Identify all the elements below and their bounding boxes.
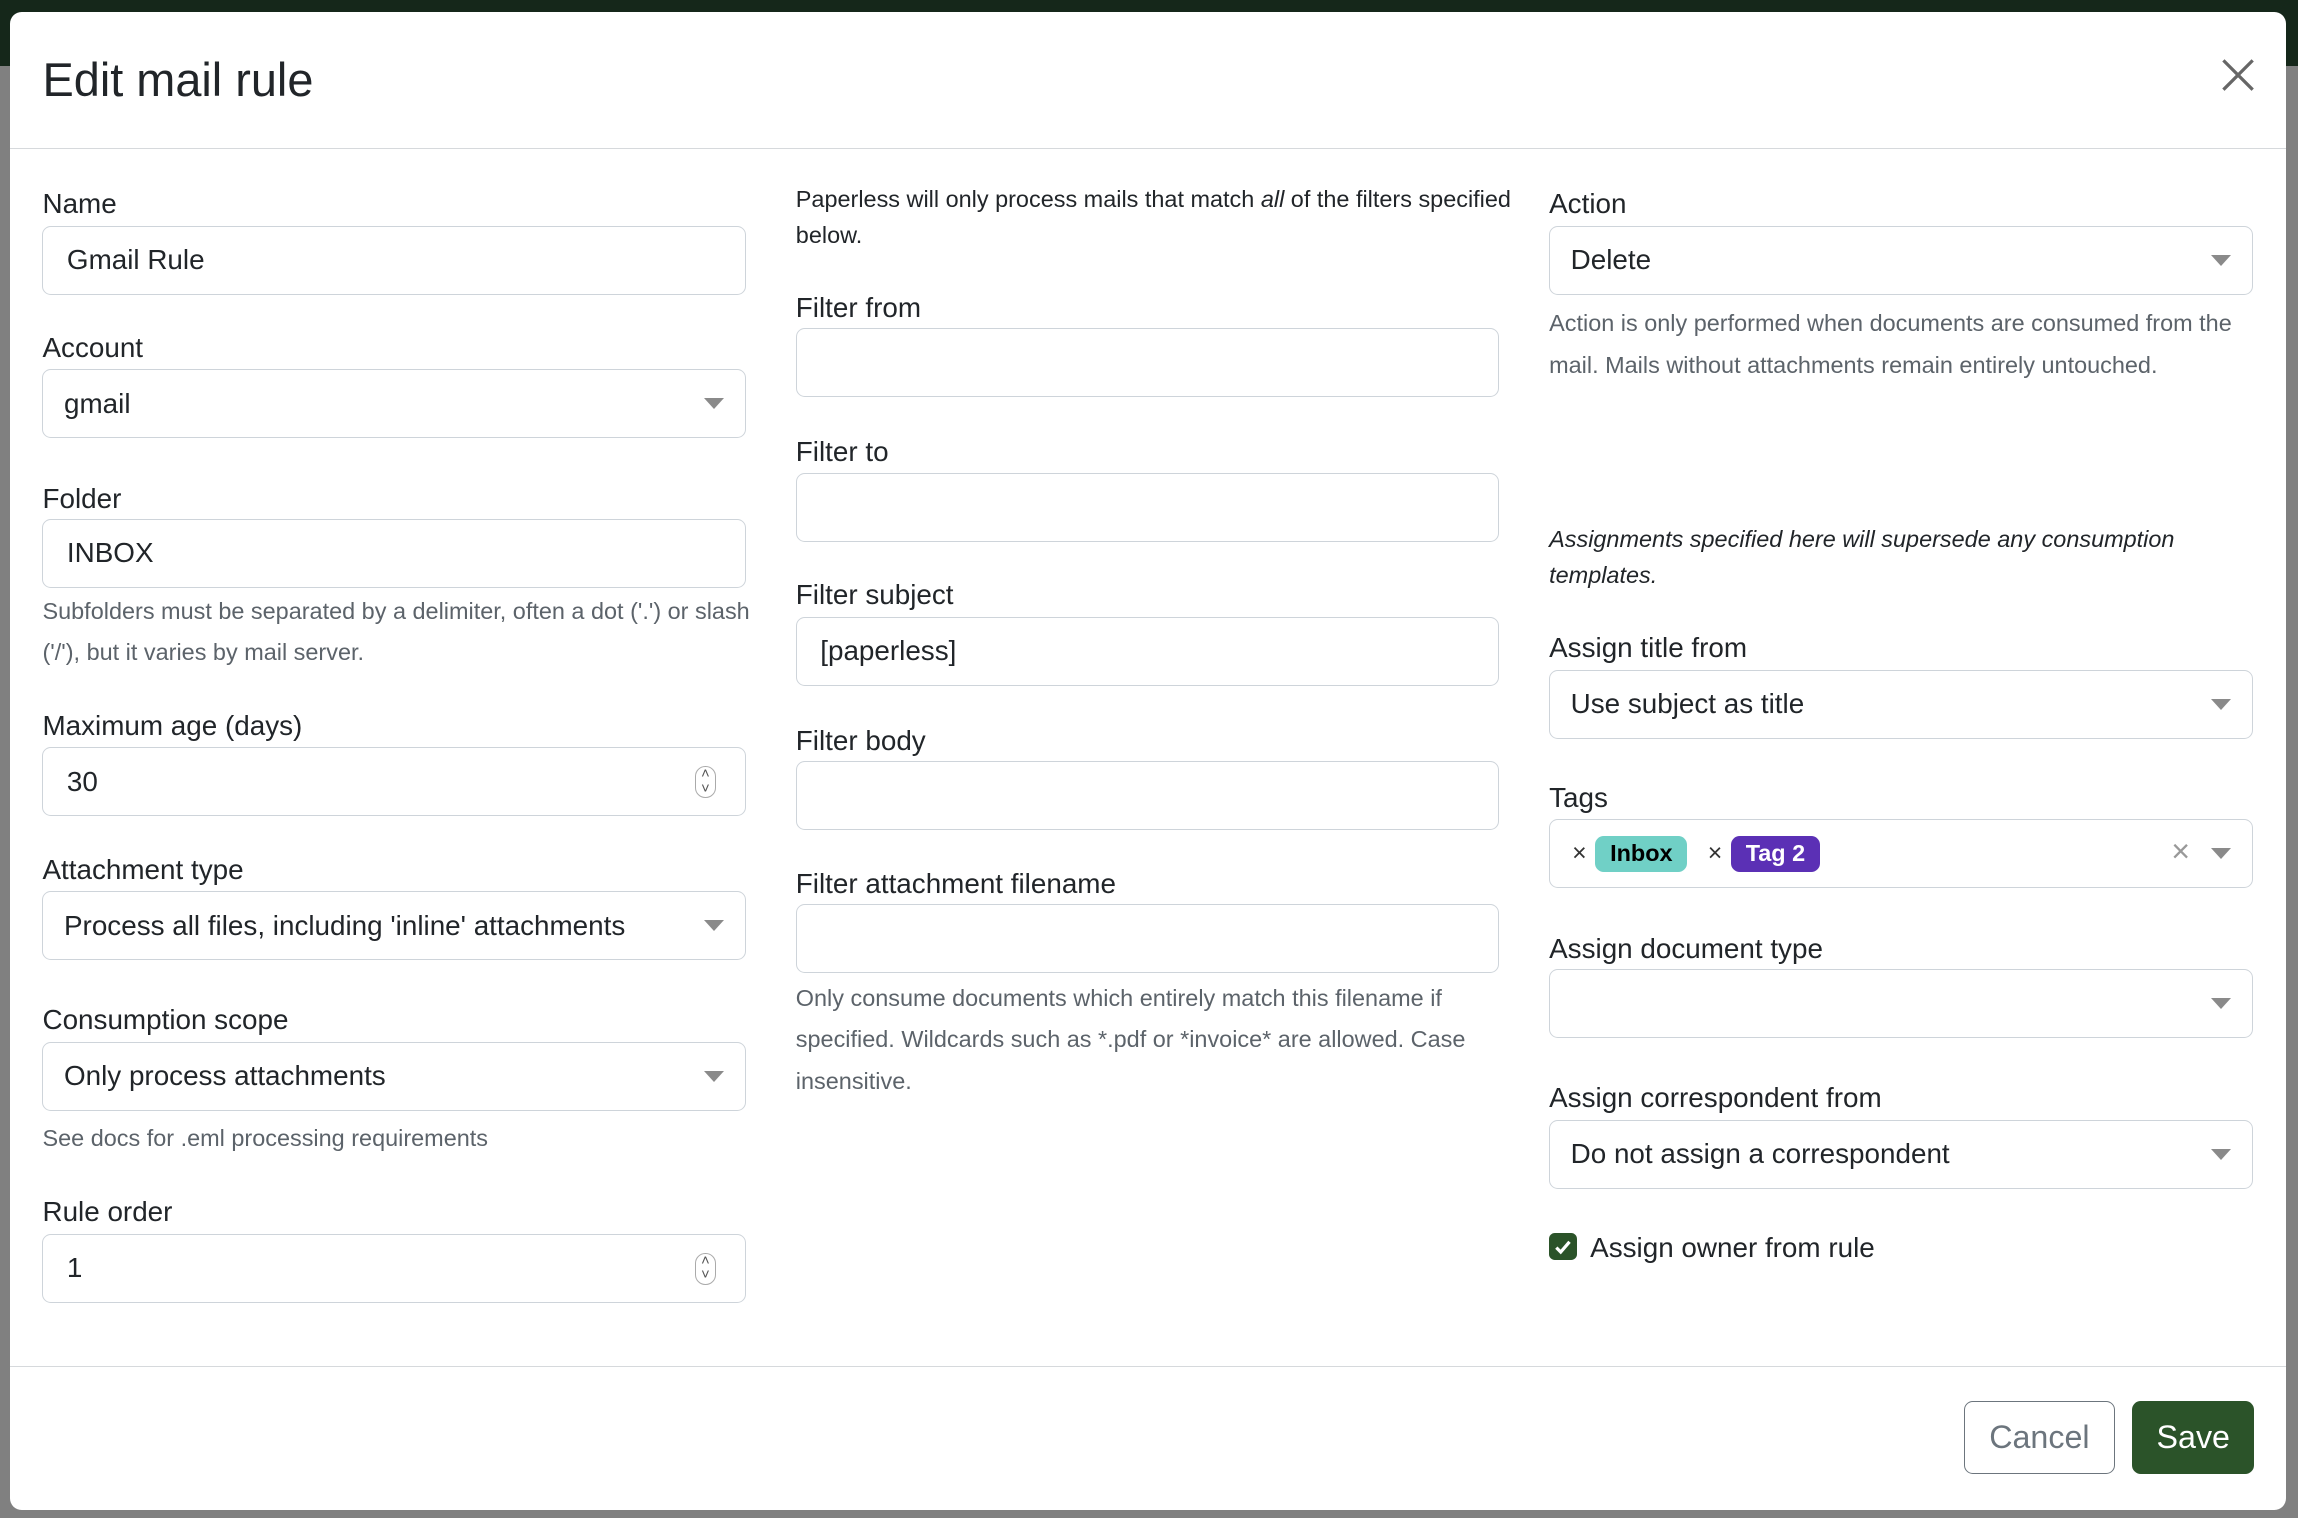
assignments-note: Assignments specified here will supersed…: [1549, 525, 2175, 588]
action-help: Action is only performed when documents …: [1549, 310, 2232, 379]
intro-text: of the filters specified below.: [795, 185, 1511, 248]
filter-from-input[interactable]: [795, 328, 1500, 398]
header-divider: [10, 148, 2287, 150]
consumption-scope-value: Only process attachments: [64, 1060, 386, 1092]
name-input[interactable]: Gmail Rule: [42, 225, 746, 295]
action-label: Action: [1549, 188, 1627, 220]
assign-owner-label: Assign owner from rule: [1590, 1231, 1875, 1263]
chevron-down-icon: [704, 1070, 725, 1082]
doc-type-select[interactable]: [1549, 968, 2253, 1038]
action-value: Delete: [1570, 244, 1652, 276]
folder-help: Subfolders must be separated by a delimi…: [42, 597, 750, 666]
filter-subject-value: [paperless]: [820, 635, 957, 667]
filters-intro: Paperless will only process mails that m…: [796, 182, 1514, 254]
chevron-down-icon: [2211, 997, 2232, 1009]
rule-order-value: 1: [66, 1252, 83, 1284]
tag-chip-tag-2: Tag 2: [1731, 835, 1820, 872]
attachment-type-select[interactable]: Process all files, including 'inline' at…: [42, 891, 746, 960]
assign-title-value: Use subject as title: [1570, 688, 1805, 720]
close-icon[interactable]: [2219, 56, 2257, 94]
chevron-down-icon: [704, 919, 725, 931]
save-button[interactable]: Save: [2132, 1401, 2255, 1475]
intro-emphasis: all: [1260, 185, 1285, 212]
tag-chip-inbox: Inbox: [1595, 835, 1688, 872]
name-label: Name: [42, 188, 117, 220]
cancel-button[interactable]: Cancel: [1963, 1401, 2115, 1475]
max-age-input[interactable]: 30 ˄ ˅: [42, 747, 746, 817]
folder-value: INBOX: [66, 537, 154, 569]
attachment-type-value: Process all files, including 'inline' at…: [64, 909, 626, 941]
attachment-type-label: Attachment type: [42, 853, 244, 885]
edit-mail-rule-dialog: Edit mail rule Name Gmail Rule Account g…: [10, 11, 2287, 1510]
account-select[interactable]: gmail: [42, 369, 746, 439]
clear-all-icon[interactable]: ×: [2171, 833, 2191, 870]
filter-body-label: Filter body: [795, 724, 926, 756]
filter-from-label: Filter from: [795, 292, 922, 324]
assign-title-select[interactable]: Use subject as title: [1549, 669, 2253, 739]
filter-subject-input[interactable]: [paperless]: [795, 617, 1500, 686]
max-age-value: 30: [66, 765, 98, 797]
max-age-label: Maximum age (days): [42, 709, 303, 741]
filter-attachment-label: Filter attachment filename: [795, 868, 1116, 900]
chevron-down-icon: [2211, 848, 2232, 859]
correspondent-label: Assign correspondent from: [1549, 1082, 1882, 1114]
stepper-icon[interactable]: ˄ ˅: [695, 1252, 716, 1285]
intro-text: Paperless will only process mails that m…: [795, 185, 1261, 212]
rule-order-label: Rule order: [42, 1196, 173, 1228]
chevron-down-icon: [2211, 254, 2232, 266]
tags-select[interactable]: × Inbox × Tag 2 ×: [1549, 819, 2253, 889]
consumption-scope-help: See docs for .eml processing requirement…: [42, 1125, 489, 1152]
chevron-down-icon: [2211, 1148, 2232, 1160]
folder-input[interactable]: INBOX: [42, 518, 746, 588]
consumption-scope-label: Consumption scope: [42, 1004, 289, 1036]
chevron-down-icon: [2211, 698, 2232, 710]
remove-tag-icon[interactable]: ×: [1572, 839, 1587, 868]
dialog-title: Edit mail rule: [42, 53, 314, 106]
chevron-down-icon: [704, 398, 725, 409]
account-value: gmail: [64, 387, 131, 419]
correspondent-value: Do not assign a correspondent: [1570, 1138, 1950, 1170]
filter-attachment-input[interactable]: [795, 904, 1500, 974]
tags-label: Tags: [1549, 781, 1608, 813]
consumption-scope-select[interactable]: Only process attachments: [42, 1042, 746, 1111]
rule-order-input[interactable]: 1 ˄ ˅: [42, 1234, 746, 1303]
account-label: Account: [42, 331, 144, 363]
stepper-icon[interactable]: ˄ ˅: [695, 766, 716, 799]
assign-owner-checkbox[interactable]: [1549, 1232, 1577, 1261]
correspondent-select[interactable]: Do not assign a correspondent: [1549, 1119, 2253, 1189]
filter-body-input[interactable]: [795, 760, 1500, 830]
filter-to-input[interactable]: [795, 473, 1500, 543]
assign-title-label: Assign title from: [1549, 632, 1748, 664]
filter-attachment-help: Only consume documents which entirely ma…: [795, 984, 1466, 1095]
remove-tag-icon[interactable]: ×: [1707, 839, 1723, 868]
filter-subject-label: Filter subject: [795, 579, 954, 611]
footer-divider: [10, 1365, 2287, 1368]
filter-to-label: Filter to: [795, 435, 889, 467]
folder-label: Folder: [42, 482, 122, 514]
action-select[interactable]: Delete: [1549, 225, 2253, 295]
doc-type-label: Assign document type: [1549, 932, 1823, 964]
name-value: Gmail Rule: [66, 244, 205, 276]
checkmark-icon: [1555, 1240, 1571, 1254]
